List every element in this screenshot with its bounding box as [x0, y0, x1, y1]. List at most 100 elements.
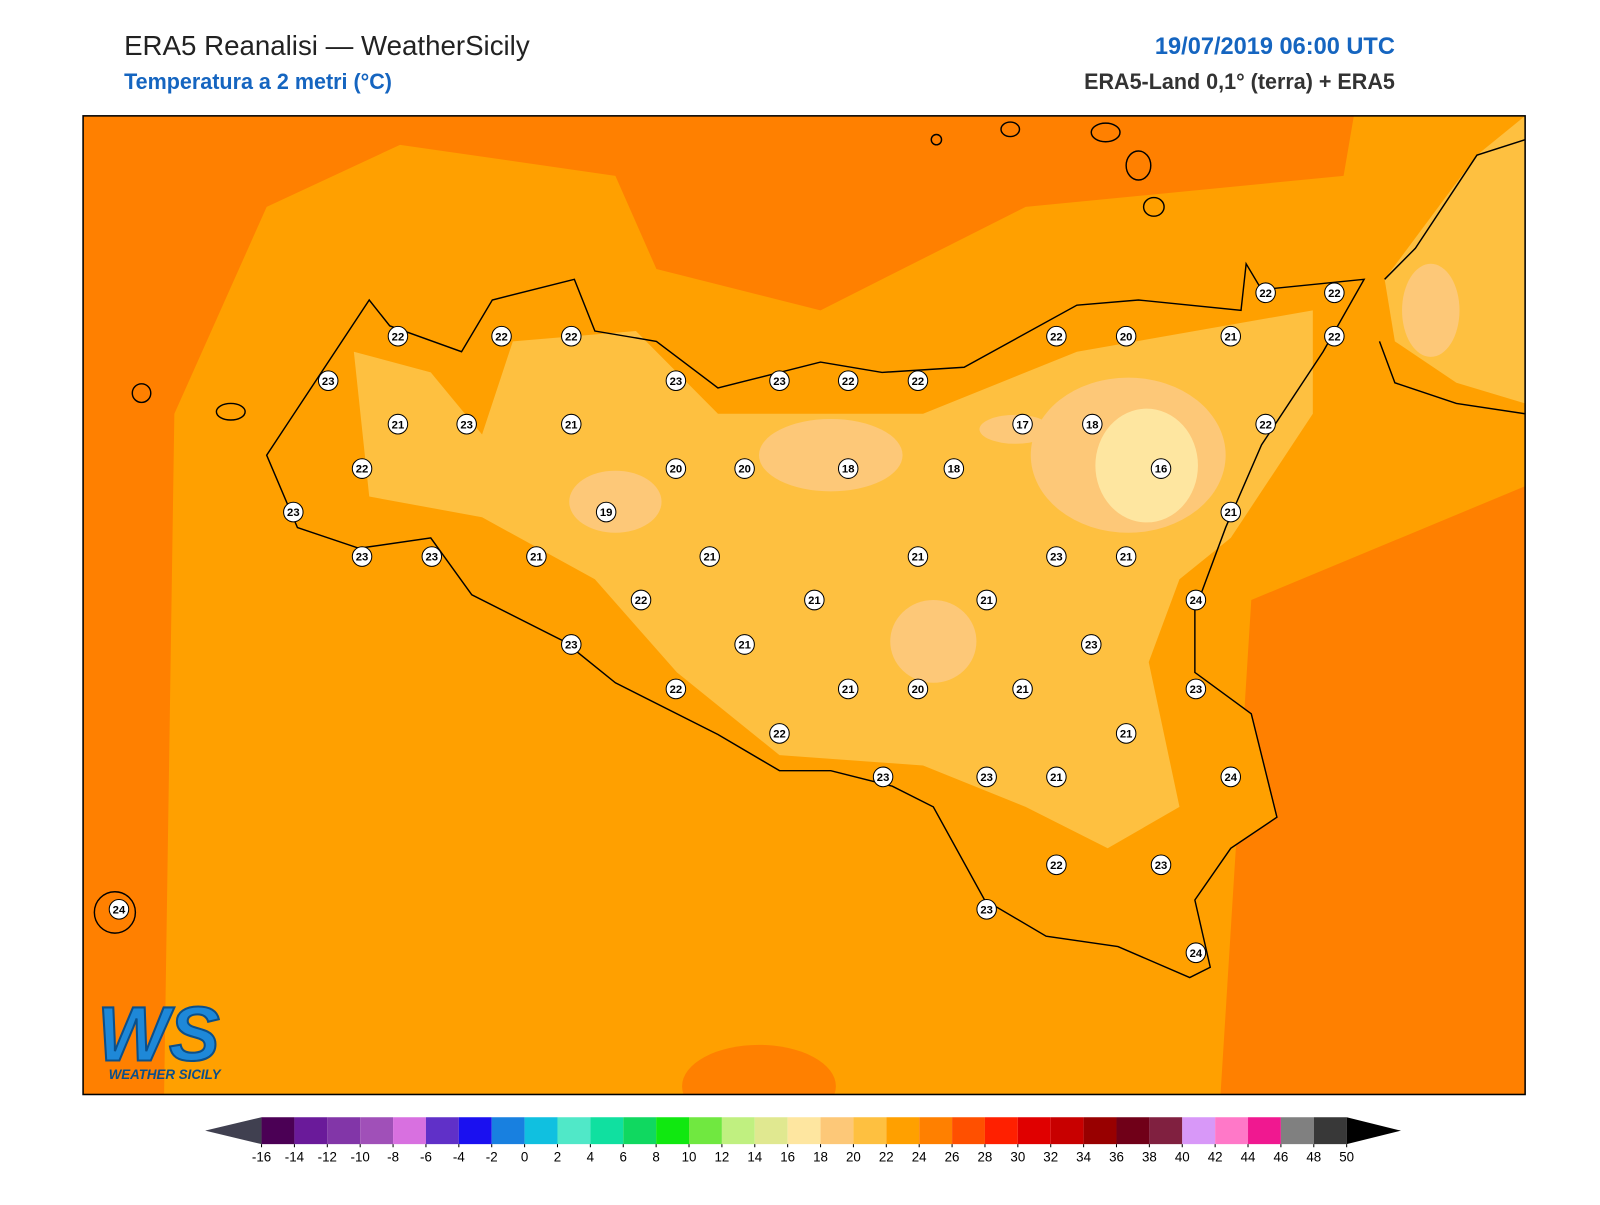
station-value: 24 [1224, 772, 1237, 784]
station-value: 18 [842, 464, 855, 476]
map: 22 22 22 23 23 23 22 22 22 20 21 22 22 22 21 23 21 17 18 22… [83, 115, 1526, 1095]
station-marker [108, 898, 130, 920]
station-marker [665, 370, 687, 392]
colorbar-box [1083, 1117, 1117, 1145]
colorbar-box [689, 1117, 722, 1145]
cool-zone [890, 599, 977, 683]
station-value: 23 [670, 376, 683, 388]
colorbar-label: 22 [879, 1150, 894, 1165]
colorbar-label: 26 [945, 1150, 960, 1165]
station-marker [1185, 678, 1207, 700]
station-value: 23 [565, 640, 578, 652]
colorbar-label: 50 [1339, 1150, 1354, 1165]
colorbar-box [393, 1117, 426, 1145]
station-value: 22 [1328, 288, 1341, 300]
station-marker [561, 634, 582, 655]
colorbar-label: 6 [620, 1150, 627, 1165]
colorbar-label: -14 [285, 1150, 305, 1165]
station-value: 22 [1050, 331, 1063, 343]
station-value: 24 [113, 904, 126, 916]
station-marker [456, 413, 477, 435]
station-value: 22 [565, 331, 578, 343]
colorbar-under [205, 1117, 262, 1145]
colorbar-box [557, 1117, 591, 1145]
station-value: 24 [1190, 595, 1203, 607]
colorbar-box [984, 1117, 1018, 1145]
station-marker [387, 325, 409, 347]
cool-zone [758, 418, 903, 492]
colorbar-box [754, 1117, 788, 1145]
station-value: 22 [356, 464, 369, 476]
colorbar-box [886, 1117, 920, 1145]
station-marker [1185, 942, 1207, 964]
colorbar-label: -12 [318, 1150, 337, 1165]
station-value: 22 [670, 684, 683, 696]
colorbar-label: -10 [351, 1150, 370, 1165]
colorbar-box [1017, 1117, 1051, 1145]
station-value: 23 [773, 376, 786, 388]
colorbar-box [294, 1117, 328, 1145]
station-marker [1185, 589, 1207, 611]
station-value: 17 [1016, 419, 1029, 431]
station-value: 23 [460, 419, 473, 431]
colorbar-box [261, 1117, 295, 1145]
station-value: 22 [392, 331, 405, 343]
station-marker [1150, 458, 1172, 479]
station-marker [1220, 325, 1242, 347]
station-value: 23 [980, 904, 993, 916]
station-value: 20 [912, 684, 925, 696]
logo: WS WEATHER SICILY [96, 991, 221, 1082]
station-marker [1012, 678, 1033, 700]
colorbar-box [656, 1117, 690, 1145]
sicily-coast [265, 261, 1366, 979]
station-marker [561, 413, 582, 435]
colorbar-label: 38 [1142, 1150, 1157, 1165]
station-value: 16 [1155, 464, 1168, 476]
station-marker [769, 370, 790, 392]
station-value: 24 [1190, 948, 1203, 960]
station-marker [976, 589, 997, 611]
station-marker [283, 501, 304, 523]
station-value: 23 [426, 552, 439, 564]
station-marker [1012, 413, 1033, 435]
colorbar-label: -2 [486, 1150, 498, 1165]
colorbar-box [1116, 1117, 1150, 1145]
colorbar-label: 14 [747, 1150, 762, 1165]
colorbar-label: 46 [1273, 1150, 1288, 1165]
station-marker [1115, 325, 1137, 347]
colorbar-box [1248, 1117, 1281, 1145]
station-value: 23 [877, 772, 890, 784]
station-value: 23 [1155, 860, 1168, 872]
station-marker [769, 723, 790, 744]
station-value: 18 [1086, 419, 1099, 431]
station-marker [421, 546, 443, 567]
station-marker [317, 370, 339, 392]
station-marker [976, 898, 997, 920]
colorbar-label: 42 [1208, 1150, 1223, 1165]
colorbar-label: -4 [453, 1150, 465, 1165]
colorbar-box [1149, 1117, 1183, 1145]
station-marker [595, 501, 617, 523]
station-marker [1046, 546, 1067, 567]
station-marker [630, 589, 652, 611]
station-value: 20 [1120, 331, 1133, 343]
colorbar-label: 30 [1010, 1150, 1025, 1165]
station-marker [665, 678, 687, 700]
colorbar-box [1215, 1117, 1249, 1145]
station-value: 21 [808, 595, 821, 607]
station-marker [1150, 854, 1172, 876]
station-marker [837, 458, 859, 479]
station-marker [1081, 634, 1102, 655]
station-value: 22 [773, 729, 786, 741]
colorbar-box [458, 1117, 492, 1145]
colorbar-label: -8 [387, 1150, 399, 1165]
subtitle: Temperatura a 2 metri (°C) [124, 69, 392, 94]
datetime: 19/07/2019 06:00 UTC [1155, 34, 1395, 60]
colorbar-box [524, 1117, 558, 1145]
cool-zone [569, 470, 662, 533]
colorbar-label: 10 [682, 1150, 697, 1165]
colorbar: -16 -14 -12 -10 -8 -6 -4 -2 0 2 4 6 8 10 12 14 16 18 20 22 2… [205, 1117, 1402, 1165]
station-marker [1255, 413, 1276, 435]
station-value: 21 [530, 552, 543, 564]
